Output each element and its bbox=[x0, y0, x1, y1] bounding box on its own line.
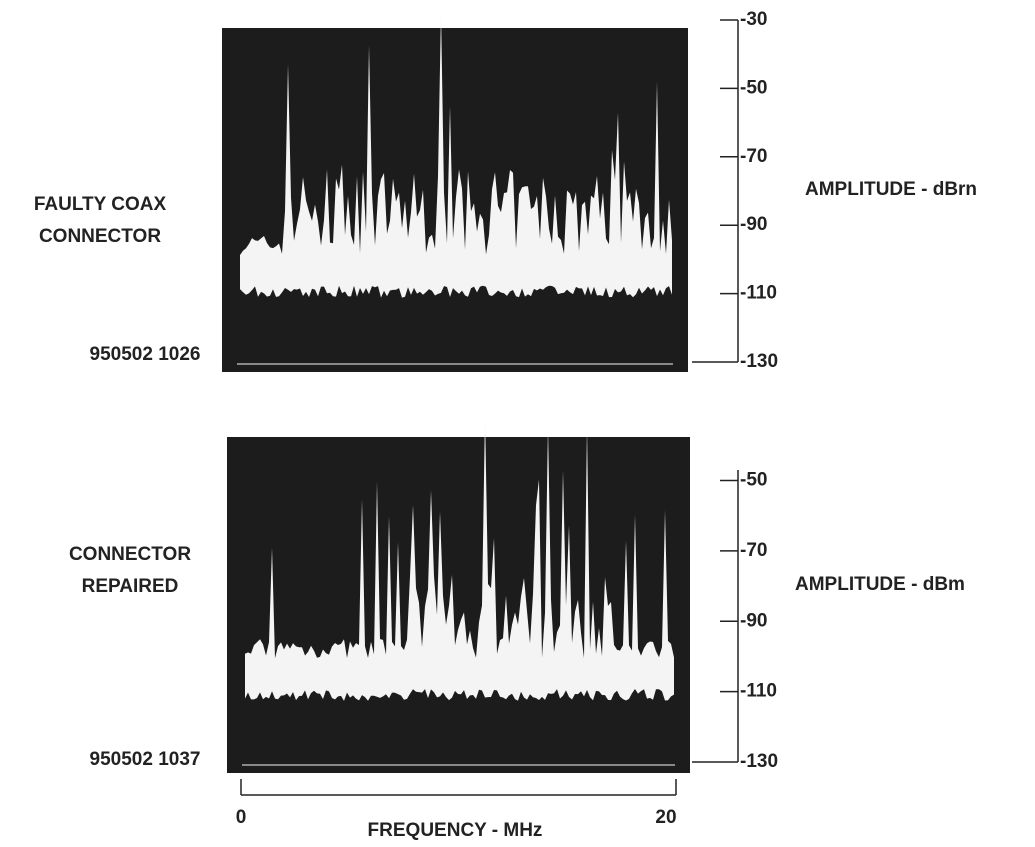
y-tick-label: -50 bbox=[740, 470, 767, 491]
panel-label: CONNECTOR bbox=[69, 544, 191, 565]
timestamp: 950502 1026 bbox=[90, 344, 201, 365]
y-tick-label: -70 bbox=[740, 146, 767, 167]
screen bbox=[222, 28, 688, 372]
spectrum-trace bbox=[240, 12, 672, 298]
y-tick-label: -30 bbox=[740, 9, 767, 30]
y-axis-label: AMPLITUDE - dBm bbox=[795, 574, 965, 595]
y-tick-label: -90 bbox=[740, 610, 767, 631]
screen bbox=[227, 437, 690, 773]
x-tick-label: 0 bbox=[236, 807, 247, 828]
panel-label: FAULTY COAX bbox=[34, 194, 167, 215]
y-tick-label: -130 bbox=[740, 751, 778, 772]
x-axis-label: FREQUENCY - MHz bbox=[368, 820, 543, 841]
y-tick-label: -70 bbox=[740, 540, 767, 561]
y-tick-label: -110 bbox=[740, 681, 777, 702]
spectrum-trace bbox=[245, 414, 674, 701]
timestamp: 950502 1037 bbox=[90, 749, 201, 770]
panel-label: REPAIRED bbox=[82, 576, 179, 597]
y-tick-label: -50 bbox=[740, 77, 767, 98]
y-tick-label: -130 bbox=[740, 351, 778, 372]
y-axis-label: AMPLITUDE - dBrn bbox=[805, 179, 977, 200]
y-tick-label: -110 bbox=[740, 283, 777, 304]
y-tick-label: -90 bbox=[740, 214, 767, 235]
panel-label: CONNECTOR bbox=[39, 226, 161, 247]
x-tick-label: 20 bbox=[655, 807, 676, 828]
